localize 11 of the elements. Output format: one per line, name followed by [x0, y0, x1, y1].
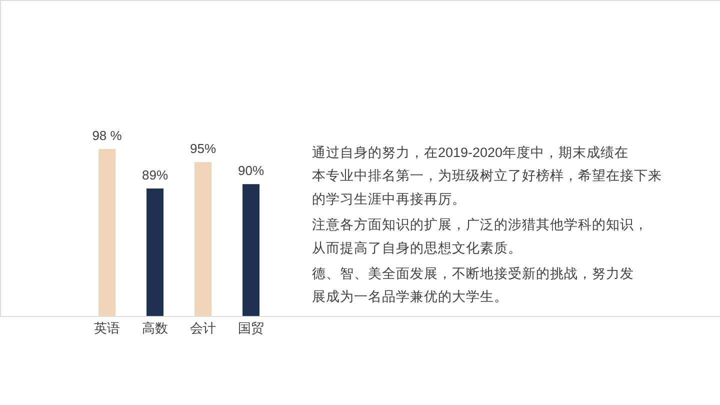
text: 注意各方面知识的扩展，广泛的涉猎其他学科的知识，从而提高了自身的思想文化素质。 — [312, 217, 648, 256]
x-tick-label: 英语 — [94, 320, 120, 336]
data-label: 98 % — [92, 128, 122, 143]
data-label: 90% — [238, 163, 264, 178]
x-tick-label: 高数 — [142, 320, 168, 336]
data-label: 89% — [142, 168, 168, 183]
text: 德、智、美全面发展，不断地接受新的挑战，努力发展成为一名品学兼优的大学生。 — [312, 266, 634, 304]
data-label: 95% — [190, 141, 216, 156]
x-tick-label: 会计 — [190, 320, 216, 336]
text: 通过自身的努力，在2019-2020年度中，期末成绩在本专业中排名第一，为班级树立了好榜样，希望在接下来的学习生涯中再接再厉。 — [312, 145, 662, 206]
x-tick-label: 国贸 — [238, 320, 264, 336]
